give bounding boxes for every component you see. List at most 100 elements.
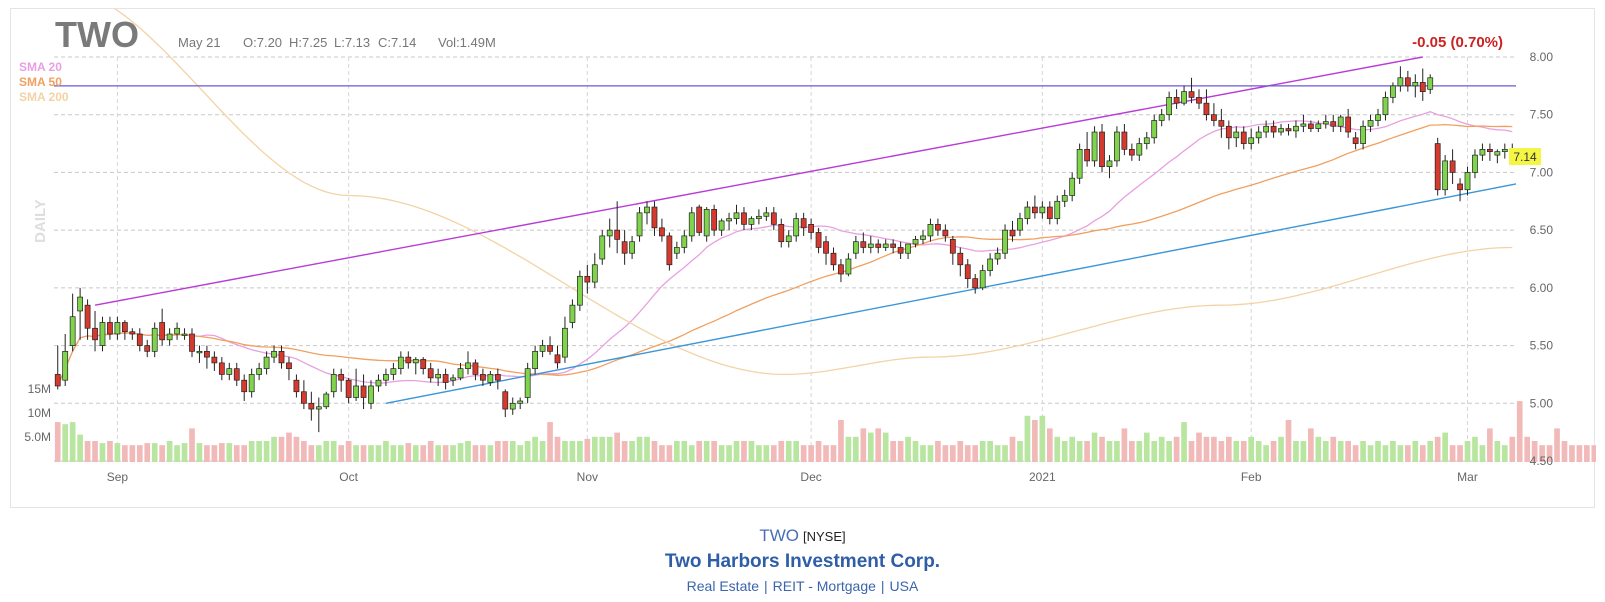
volume-bar [554, 436, 561, 462]
candle-body [293, 379, 300, 393]
volume-bar [1263, 445, 1269, 462]
volume-bar [1584, 445, 1590, 462]
volume-label-15m: 15M [28, 382, 51, 396]
volume-bar [211, 445, 218, 462]
footer-ticker[interactable]: TWO [759, 526, 800, 545]
candle-body [1307, 123, 1314, 129]
candle-body [860, 241, 867, 248]
candle-body [964, 264, 971, 279]
candle-body [793, 218, 800, 237]
volume-bar [509, 441, 516, 462]
volume-bar [1322, 441, 1329, 462]
candle-body [189, 333, 195, 352]
x-tick-label: Dec [800, 470, 821, 484]
candle-body [509, 402, 516, 410]
sector-link[interactable]: Real Estate [686, 578, 760, 594]
volume-bar [84, 441, 91, 462]
candle-body [338, 374, 345, 381]
volume-bar [1129, 441, 1135, 462]
candle-body [151, 327, 158, 352]
candle-body [1472, 154, 1478, 173]
candle-body [659, 227, 665, 237]
industry-link[interactable]: REIT - Mortgage [772, 578, 876, 594]
sma20-legend: SMA 20 [19, 60, 62, 74]
volume-bar [1449, 445, 1456, 462]
candle-body [271, 350, 277, 358]
country-link[interactable]: USA [889, 578, 919, 594]
candle-body [442, 374, 449, 383]
volume-bar [122, 445, 128, 462]
volume-bar [1442, 432, 1448, 462]
candle-body [1054, 200, 1061, 219]
candle-body [204, 350, 210, 358]
candle-body [315, 406, 322, 410]
candle-body [1494, 151, 1501, 156]
candle-body [308, 402, 315, 410]
volume-label-10m: 10M [28, 406, 51, 420]
volume-bar [1188, 441, 1195, 462]
volume-bar [1181, 422, 1187, 462]
candle-body [1136, 143, 1143, 156]
volume-bar [845, 436, 852, 462]
candle-body [838, 264, 844, 275]
volume-bar [674, 441, 680, 462]
volume-bar [875, 428, 882, 462]
ticker-title: TWO [55, 14, 139, 55]
candle-body [166, 333, 173, 341]
candle-body [852, 241, 859, 254]
candle-body [763, 212, 770, 217]
candle-body [748, 218, 755, 225]
candle-body [502, 391, 509, 410]
volume-bar [1218, 441, 1225, 462]
candle-body [480, 374, 486, 381]
candle-body [121, 322, 128, 333]
volume-bar [882, 432, 889, 462]
ohlc-date: May 21 [178, 35, 221, 50]
candle-body [211, 356, 218, 364]
volume-bar [756, 445, 762, 462]
candle-body [651, 206, 658, 229]
volume-bar [1464, 441, 1471, 462]
sma50-legend: SMA 50 [19, 75, 62, 89]
volume-bar [1487, 428, 1493, 462]
volume-bar [1569, 445, 1575, 462]
candle-body [278, 350, 285, 364]
company-name[interactable]: Two Harbors Investment Corp. [664, 551, 941, 572]
candle-body [1114, 131, 1120, 162]
candle-body [972, 278, 979, 289]
volume-bar [577, 441, 583, 462]
candle-body [114, 322, 121, 335]
volume-bar [1248, 436, 1255, 462]
candle-body [353, 385, 359, 398]
volume-bar [651, 441, 658, 462]
candle-body [1487, 148, 1493, 153]
candle-body [606, 229, 613, 237]
volume-bar [1009, 436, 1016, 462]
price-tick-label: 7.00 [1530, 165, 1554, 179]
candle-body [1173, 97, 1180, 104]
candle-body [942, 229, 949, 237]
volume-bar [308, 445, 315, 462]
candle-body [778, 224, 785, 243]
candle-body [136, 333, 143, 346]
candle-body [375, 379, 382, 387]
volume-bar [457, 443, 464, 462]
candle-body [599, 235, 606, 260]
volume-bar [330, 441, 337, 462]
volume-bar [1203, 436, 1210, 462]
volume-bar [942, 445, 949, 462]
volume-bar [1151, 441, 1158, 462]
volume-bar [599, 436, 606, 462]
volume-bar [338, 445, 345, 462]
volume-bar [375, 445, 382, 462]
candle-body [1293, 125, 1299, 132]
volume-bar [994, 445, 1001, 462]
candle-body [457, 368, 464, 379]
candle-body [1255, 131, 1262, 139]
candle-body [1390, 85, 1396, 98]
volume-bar [748, 441, 755, 462]
volume-bar [1457, 445, 1463, 462]
ohlc-low: L:7.13 [334, 35, 370, 50]
candle-body [949, 239, 956, 254]
candle-body [263, 356, 270, 370]
